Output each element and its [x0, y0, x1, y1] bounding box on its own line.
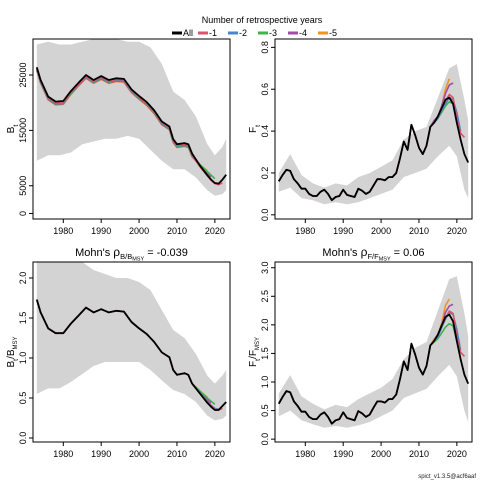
panel-title-3: Mohn's ρF/FMSY = 0.06	[322, 245, 424, 263]
panel-0: 1980 1990 2000 2010 2020 0 5000 15000 25000 Bt	[6, 38, 231, 236]
x-tick-label-3-3: 2010	[409, 449, 429, 459]
x-tick-label-1-0: 1980	[295, 226, 315, 236]
y-tick-label-0-1: 5000	[18, 176, 28, 196]
x-tick-label-2-2: 2000	[129, 449, 149, 459]
y-tick-label-1-3: 0.6	[260, 83, 270, 96]
panels: 1980 1990 2000 2010 2020050001500025000Bt198…	[6, 38, 473, 459]
y-tick-label-0-2: 15000	[18, 118, 28, 143]
x-tick-label-1-1: 1990	[333, 226, 353, 236]
version-footer: spict_v1.3.5@acf6aaf	[418, 474, 476, 480]
x-tick-label-0-3: 2010	[167, 226, 187, 236]
y-axis-label-3: Ft/FMSY	[248, 337, 262, 367]
y-tick-label-1-4: 0.8	[260, 41, 270, 54]
legend-label-0: All	[183, 28, 193, 38]
confidence-band-2	[36, 262, 227, 421]
panel-2: 1980 1990 2000 2010 2020 0.0 0.5 1.0 1.5 2.0 Bt/BM…	[6, 245, 231, 459]
confidence-band-3	[278, 276, 469, 428]
y-axis-label-1: Ft	[248, 125, 262, 133]
y-tick-label-0-0: 0	[18, 211, 28, 216]
x-tick-label-2-3: 2010	[167, 449, 187, 459]
y-tick-label-1-0: 0.0	[260, 209, 270, 222]
panel-title-2: Mohn's ρB/BMSY = -0.039	[75, 245, 188, 263]
plot-frame-0	[32, 38, 231, 220]
legend: Number of retrospective years All -1 -2 -3 -…	[172, 15, 337, 38]
y-tick-label-3-5: 2.5	[260, 290, 270, 303]
legend-label-4: -4	[299, 28, 307, 38]
y-tick-label-3-3: 1.5	[260, 347, 270, 360]
y-tick-label-2-1: 0.5	[18, 392, 28, 405]
panel-3: 1980 1990 2000 2010 2020 0.0 0.5 1.0 1.5 2.0 2.5 3.…	[248, 245, 473, 459]
series-line-all-p1	[278, 96, 470, 202]
plot-frame-3	[274, 261, 473, 443]
x-tick-label-0-2: 2000	[129, 226, 149, 236]
legend-label-1: -1	[209, 28, 217, 38]
confidence-band-1	[278, 64, 469, 205]
y-tick-label-2-3: 1.5	[18, 312, 28, 325]
y-tick-label-3-2: 1.0	[260, 376, 270, 389]
y-tick-label-2-4: 2.0	[18, 272, 28, 285]
y-tick-label-3-1: 0.5	[260, 404, 270, 417]
plot-frame-2	[32, 261, 231, 443]
legend-entries: All -1 -2 -3 -4 -5	[172, 28, 337, 38]
x-tick-label-1-2: 2000	[371, 226, 391, 236]
plot-frame-1	[274, 38, 473, 220]
x-tick-label-3-1: 1990	[333, 449, 353, 459]
y-tick-label-3-6: 3.0	[260, 261, 270, 274]
series-line-all-p3	[278, 313, 470, 425]
x-tick-label-2-4: 2020	[205, 449, 225, 459]
legend-label-2: -2	[239, 28, 247, 38]
x-tick-label-3-4: 2020	[447, 449, 467, 459]
x-tick-label-2-1: 1990	[91, 449, 111, 459]
x-tick-label-3-0: 1980	[295, 449, 315, 459]
y-tick-label-3-4: 2.0	[260, 319, 270, 332]
y-axis-label-2: Bt/BMSY	[6, 336, 20, 367]
y-tick-label-3-0: 0.0	[260, 433, 270, 446]
y-tick-label-1-1: 0.2	[260, 167, 270, 180]
y-tick-label-1-2: 0.4	[260, 125, 270, 138]
legend-label-5: -5	[329, 28, 337, 38]
series-line-all-p0	[35, 66, 227, 185]
panel-1: 1980 1990 2000 2010 2020 0.0 0.2 0.4 0.6 0.8 Ft	[248, 38, 473, 236]
x-tick-label-2-0: 1980	[53, 449, 73, 459]
x-tick-label-0-1: 1990	[91, 226, 111, 236]
y-tick-label-2-0: 0.0	[18, 432, 28, 445]
legend-title: Number of retrospective years	[202, 15, 323, 25]
legend-label-3: -3	[269, 28, 277, 38]
series-line-all-p2	[35, 299, 227, 411]
x-tick-label-0-4: 2020	[205, 226, 225, 236]
y-tick-label-2-2: 1.0	[18, 352, 28, 365]
x-tick-label-1-3: 2010	[409, 226, 429, 236]
x-tick-label-0-0: 1980	[53, 226, 73, 236]
y-axis-label-0: Bt	[6, 125, 20, 134]
x-tick-label-3-2: 2000	[371, 449, 391, 459]
y-tick-label-0-3: 25000	[18, 62, 28, 87]
x-tick-label-1-4: 2020	[447, 226, 467, 236]
